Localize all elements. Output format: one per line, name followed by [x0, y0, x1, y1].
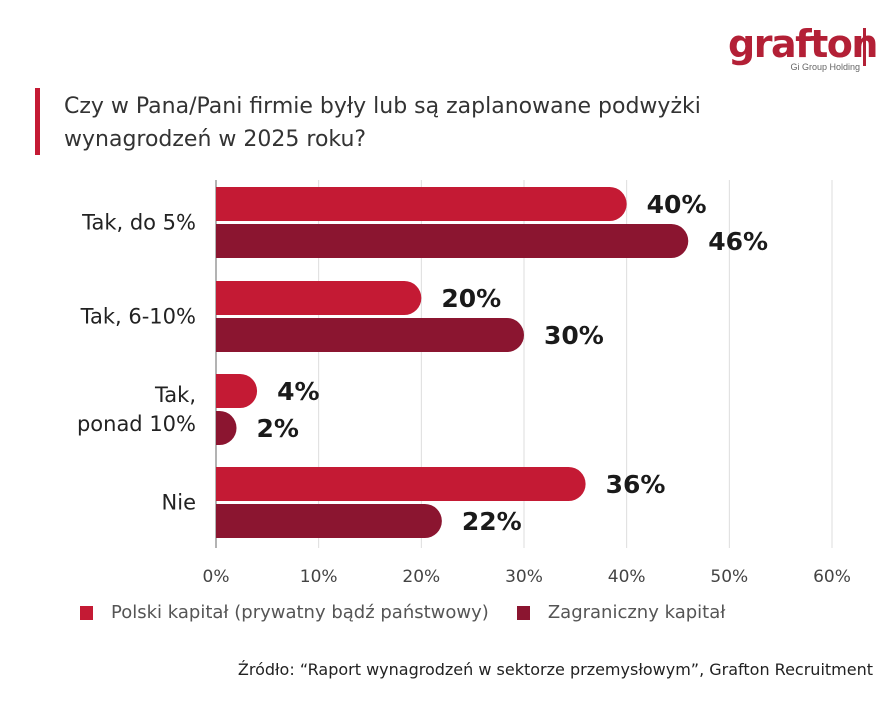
legend-item-foreign: Zagraniczny kapitał: [516, 602, 726, 623]
data-label: 46%: [708, 227, 768, 256]
grafton-logo: grafton Gi Group Holding: [728, 22, 878, 74]
legend-swatch-foreign: [516, 605, 530, 620]
category-label: Tak, do 5%: [81, 211, 196, 235]
bar-foreign: [216, 411, 237, 445]
category-label: Nie: [162, 491, 196, 515]
logo-bar: [863, 28, 866, 66]
x-tick-label: 60%: [813, 567, 851, 587]
legend-swatch-polish: [80, 605, 93, 620]
x-tick-label: 10%: [300, 567, 338, 587]
bar-foreign: [216, 318, 524, 352]
category-label: Tak, 6-10%: [80, 305, 196, 329]
category-label: ponad 10%: [77, 412, 196, 436]
logo-wordmark: grafton: [728, 22, 878, 66]
data-label: 36%: [606, 470, 666, 499]
x-tick-label: 20%: [402, 567, 440, 587]
legend: Polski kapitał (prywatny bądź państwowy)…: [80, 602, 753, 623]
bar-polish: [216, 281, 422, 315]
legend-item-polish: Polski kapitał (prywatny bądź państwowy): [80, 602, 489, 623]
data-label: 40%: [647, 190, 707, 219]
x-tick-label: 0%: [203, 567, 230, 587]
bar-polish: [216, 374, 258, 408]
data-label: 2%: [257, 414, 299, 443]
x-tick-label: 30%: [505, 567, 543, 587]
data-label: 30%: [544, 321, 604, 350]
data-label: 22%: [462, 507, 522, 536]
legend-label-polish: Polski kapitał (prywatny bądź państwowy): [111, 602, 489, 623]
source-note: Źródło: “Raport wynagrodzeń w sektorze p…: [237, 660, 873, 679]
chart-title: Czy w Pana/Pani firmie były lub są zapla…: [64, 94, 701, 152]
category-label: Tak,: [154, 383, 196, 407]
title-accent-bar: [35, 88, 40, 155]
bar-foreign: [216, 224, 689, 258]
bar-polish: [216, 467, 586, 501]
bar-polish: [216, 187, 627, 221]
data-label: 20%: [441, 284, 501, 313]
bar-foreign: [216, 504, 442, 538]
legend-label-foreign: Zagraniczny kapitał: [547, 602, 726, 623]
data-label: 4%: [277, 377, 319, 406]
x-tick-label: 40%: [608, 567, 646, 587]
x-tick-label: 50%: [710, 567, 748, 587]
logo-subtitle: Gi Group Holding: [790, 62, 860, 72]
